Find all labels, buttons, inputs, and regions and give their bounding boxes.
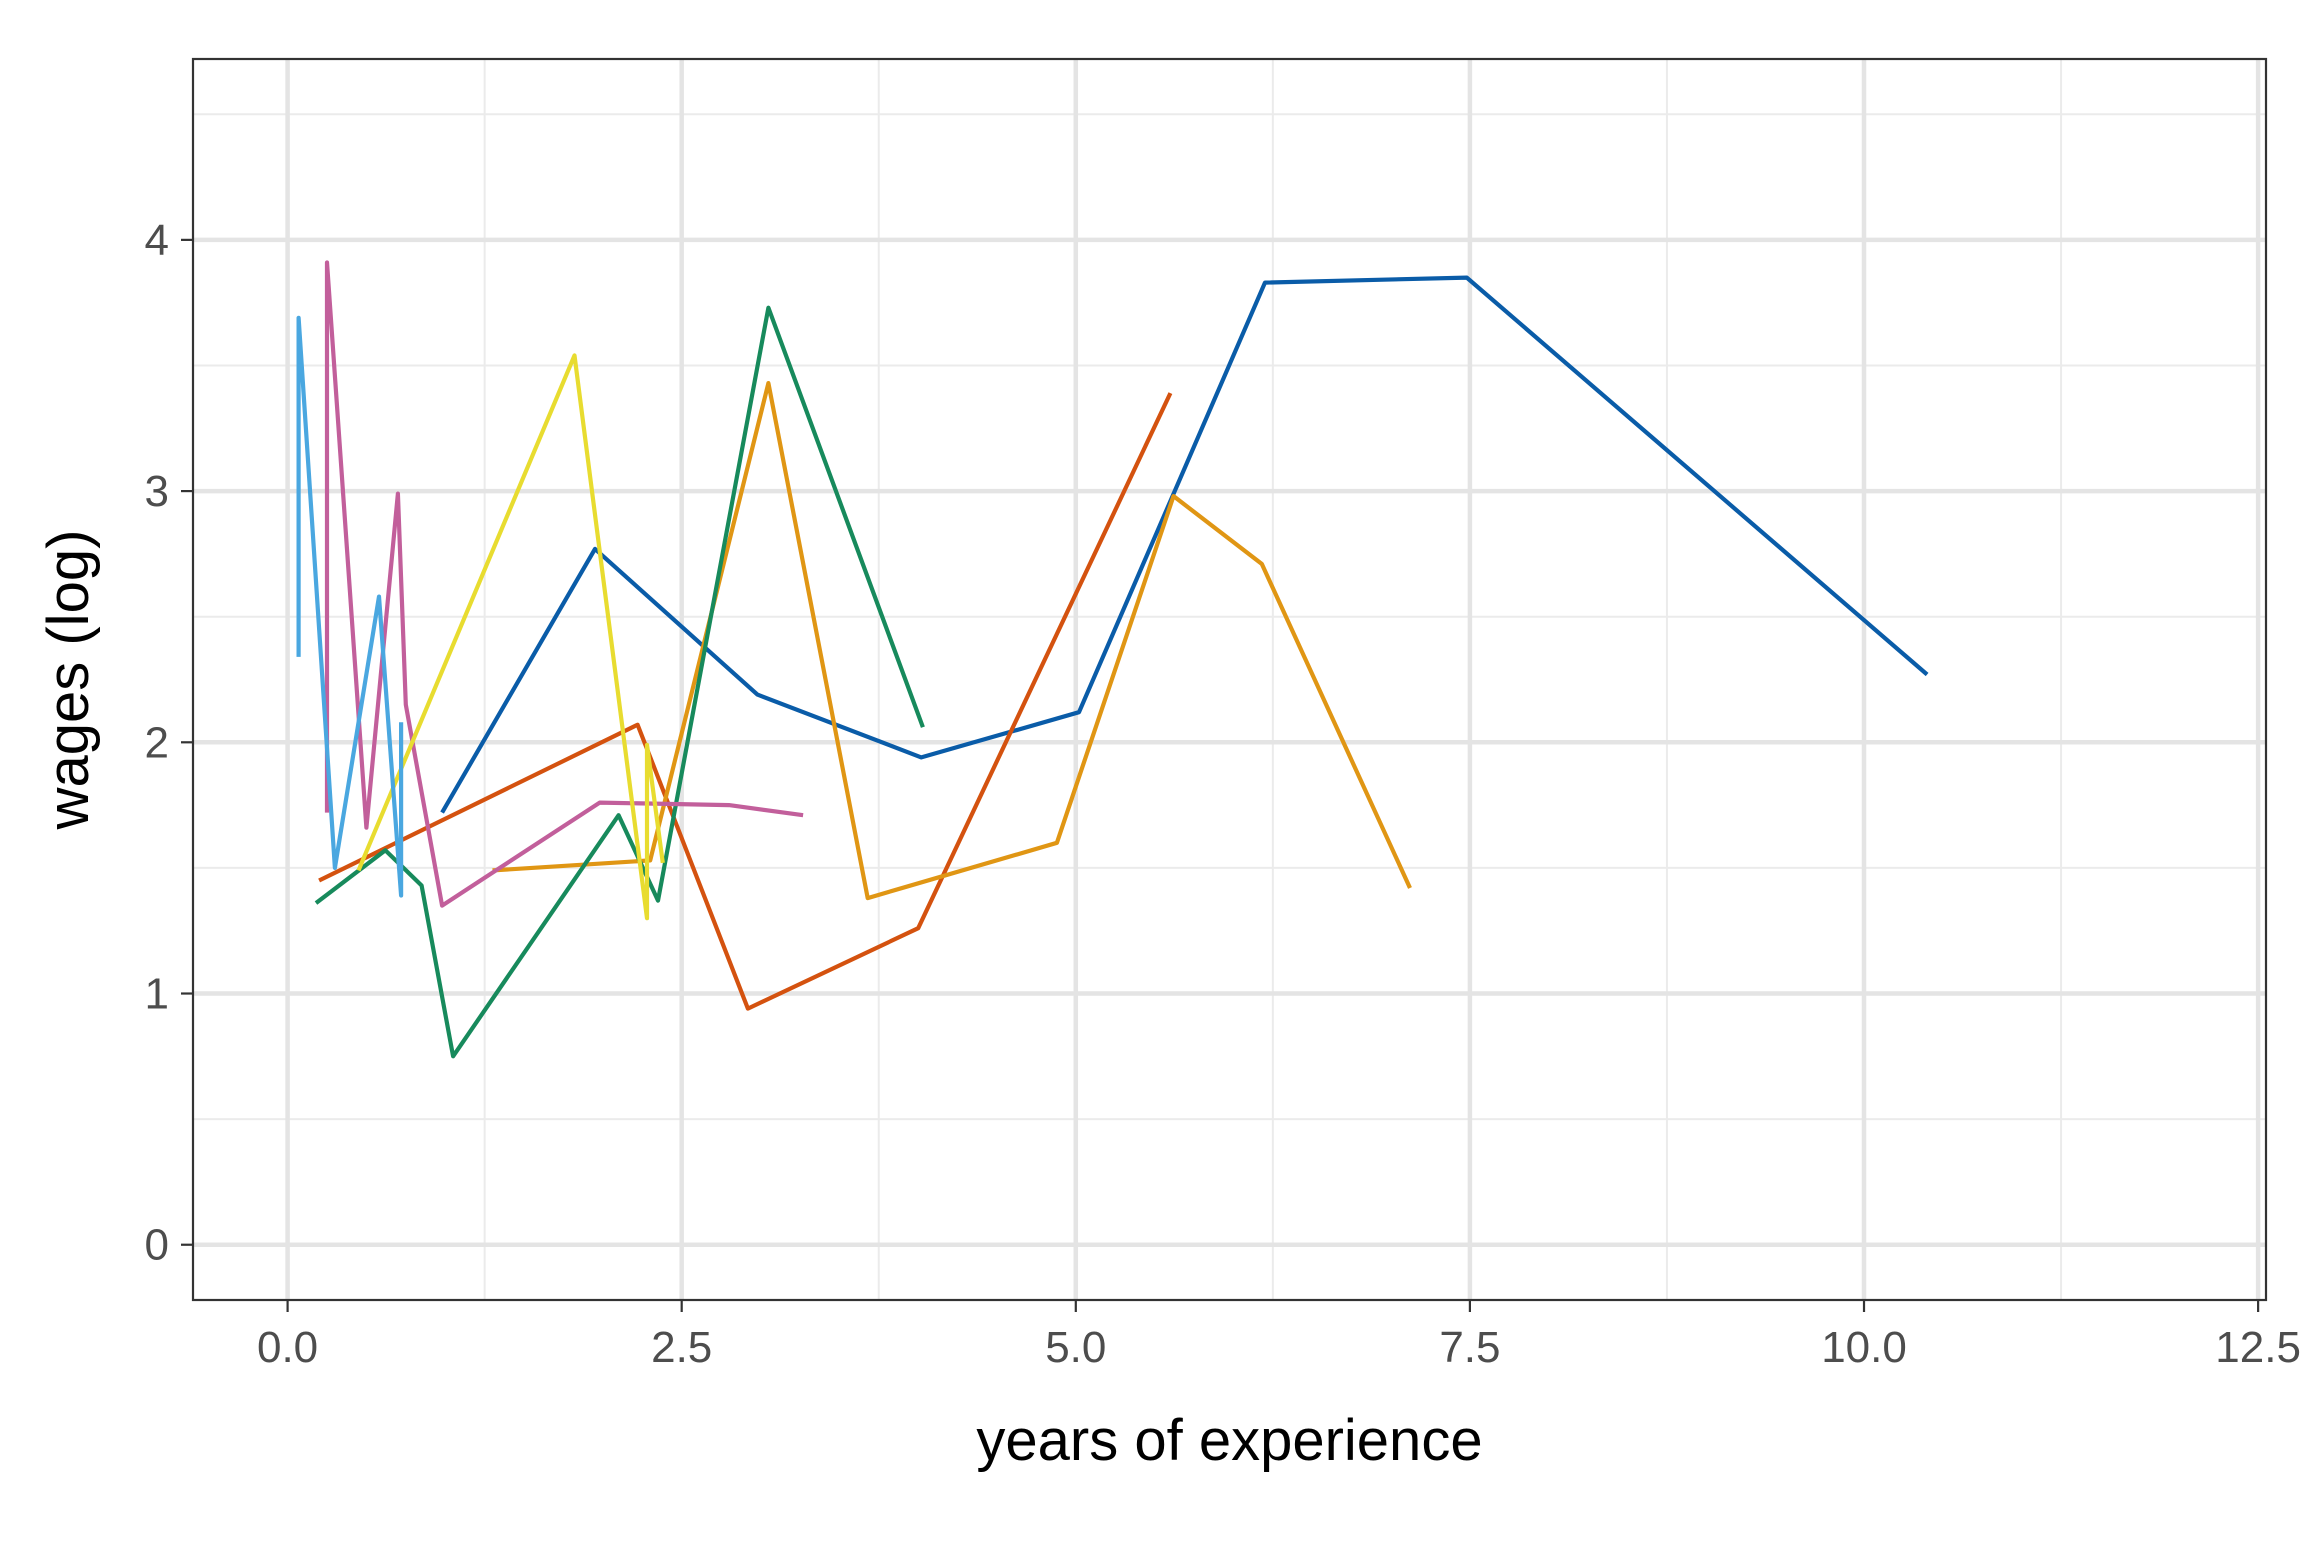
y-axis-title: wages (log) (36, 530, 101, 831)
x-tick-label: 5.0 (1045, 1323, 1106, 1372)
series-line-7 (296, 315, 404, 898)
series-line-6 (356, 353, 665, 921)
y-tick-label: 3 (145, 467, 169, 516)
x-axis-ticks: 0.0 2.5 5.0 7.5 10.0 12.5 (257, 1300, 2301, 1372)
series-line-3 (492, 381, 1412, 901)
major-gridlines (193, 59, 2266, 1300)
series-line-2 (318, 392, 1173, 1011)
series-line-1 (440, 275, 1929, 814)
series-line-5 (324, 260, 804, 908)
x-tick-label: 7.5 (1439, 1323, 1500, 1372)
y-tick-label: 4 (145, 216, 169, 265)
x-tick-label: 0.0 (257, 1323, 318, 1372)
y-tick-label: 0 (145, 1221, 169, 1270)
panel-border (191, 57, 2268, 1302)
series-line-4 (314, 305, 925, 1059)
minor-gridlines (193, 59, 2266, 1300)
x-axis-title: years of experience (976, 1408, 1482, 1473)
y-tick-label: 1 (145, 970, 169, 1019)
y-axis-ticks: 0 1 2 3 4 (145, 216, 193, 1270)
series-lines (296, 260, 1929, 1059)
x-tick-label: 10.0 (1821, 1323, 1907, 1372)
x-tick-label: 12.5 (2215, 1323, 2301, 1372)
x-tick-label: 2.5 (651, 1323, 712, 1372)
y-tick-label: 2 (145, 718, 169, 767)
